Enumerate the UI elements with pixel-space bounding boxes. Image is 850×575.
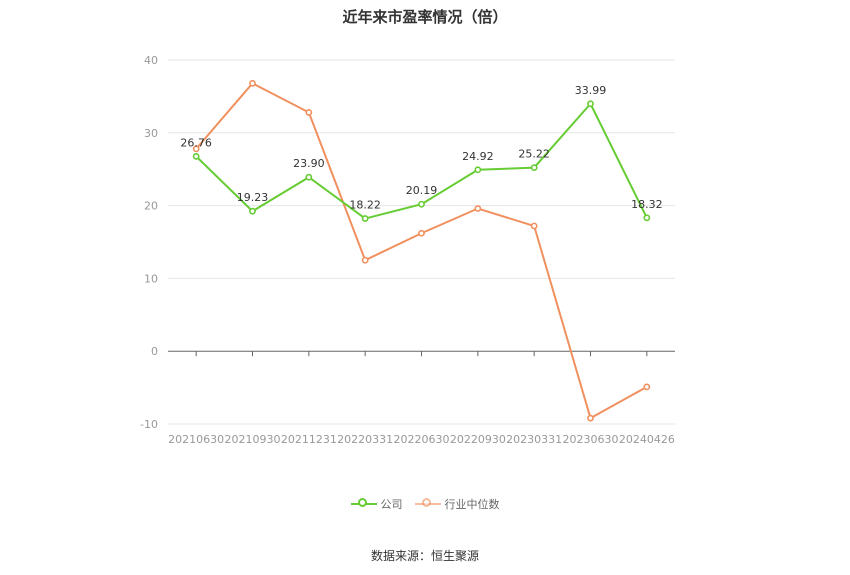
x-tick-label: 20220930 [450, 433, 506, 446]
y-tick-label: 10 [144, 272, 158, 285]
data-point-industry-median [305, 109, 313, 116]
x-tick-label: 20230331 [506, 433, 562, 446]
data-point-company [643, 214, 651, 222]
y-tick-label: 40 [144, 54, 158, 67]
data-point-industry-median [192, 145, 200, 153]
data-point-industry-median [474, 205, 482, 212]
series-line-industry-median [195, 82, 648, 420]
y-tick-label: -10 [140, 418, 158, 431]
chart-title: 近年来市盈率情况（倍） [342, 8, 508, 26]
legend-item[interactable]: 行业中位数 [414, 496, 500, 512]
x-tick-label: 20220331 [337, 433, 393, 446]
x-axis: 20210630 20210930 20211231 20220331 20220630… [168, 350, 675, 446]
x-tick-label: 20210630 [168, 433, 224, 446]
data-label: 23.90 [293, 157, 325, 170]
legend-swatch [350, 497, 377, 511]
data-point-industry-median [530, 222, 538, 230]
data-point-industry-median [643, 383, 651, 391]
grid-lines: -10 0 10 20 30 40 [140, 54, 675, 431]
data-point-company [192, 152, 200, 160]
y-tick-label: 0 [151, 345, 158, 358]
legend: 公司 行业中位数 [0, 496, 850, 514]
x-tick-label: 20210930 [225, 433, 281, 446]
data-point-company [530, 164, 538, 171]
data-point-industry-median [418, 229, 425, 237]
data-label: 25.22 [518, 148, 550, 161]
data-point-company [587, 100, 594, 108]
data-label: 20.19 [406, 184, 438, 197]
data-label: 33.99 [575, 84, 607, 97]
data-point-company [474, 166, 482, 174]
legend-swatch [414, 497, 441, 511]
data-point-company [249, 207, 256, 215]
data-label: 18.32 [631, 198, 663, 211]
data-point-company [418, 200, 425, 208]
y-tick-label: 30 [144, 127, 158, 140]
data-label: 19.23 [237, 191, 269, 204]
data-point-industry-median [361, 256, 369, 264]
data-source: 数据来源：恒生聚源 [370, 549, 479, 563]
legend-label: 公司 [380, 498, 403, 511]
y-tick-label: 20 [144, 200, 158, 213]
data-point-industry-median [587, 414, 594, 422]
data-label: 26.76 [180, 136, 212, 149]
data-point-company [305, 173, 313, 181]
data-label: 24.92 [462, 150, 494, 163]
x-tick-label: 20211231 [281, 433, 337, 446]
data-point-company [361, 215, 369, 222]
data-label: 18.22 [349, 199, 381, 212]
data-point-industry-median [249, 79, 256, 87]
series-layer [192, 79, 651, 422]
x-tick-label: 20220630 [394, 433, 450, 446]
x-tick-label: 20240426 [619, 433, 675, 446]
legend-label: 行业中位数 [444, 498, 500, 511]
x-tick-label: 20230630 [563, 433, 619, 446]
legend-item[interactable]: 公司 [350, 496, 403, 512]
data-labels: 26.76 19.23 23.90 18.22 20.19 24.92 25.22 33.99… [180, 84, 662, 212]
